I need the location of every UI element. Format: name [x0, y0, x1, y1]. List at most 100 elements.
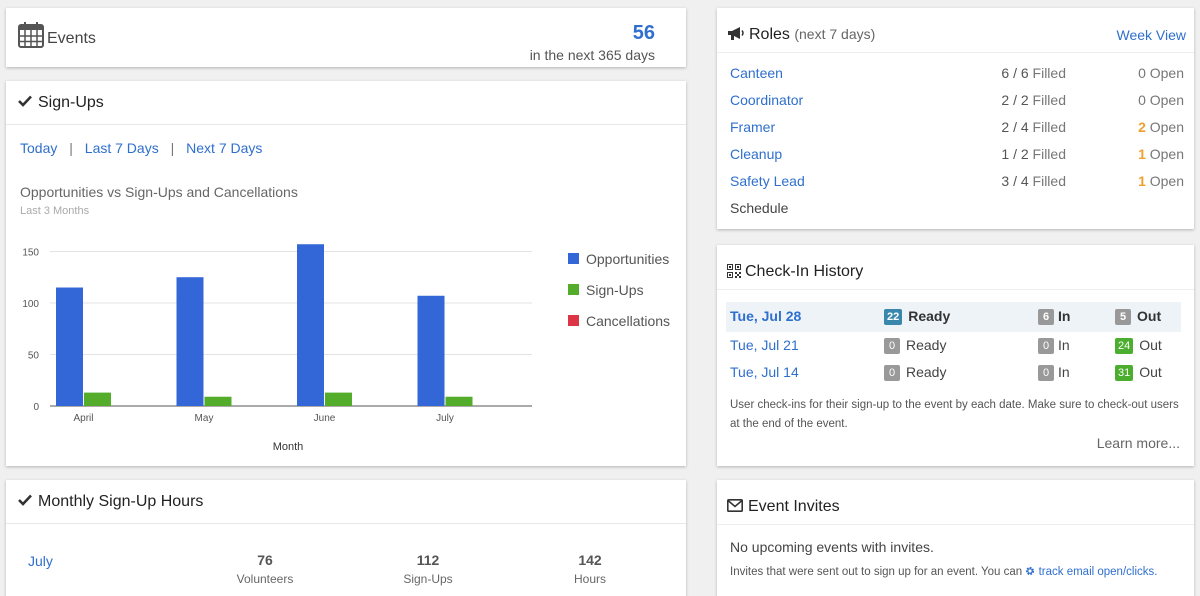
stat-value: 142: [578, 552, 602, 568]
out-count-badge: 5: [1115, 309, 1131, 325]
filter-last-7-days[interactable]: Last 7 Days: [84, 140, 159, 156]
x-tick-label: July: [436, 413, 454, 424]
stat-signups: 112 Sign-Ups: [383, 552, 473, 586]
role-row: Framer 2 / 4 Filled 2 Open: [730, 119, 1184, 146]
checkin-date-link[interactable]: Tue, Jul 14: [730, 364, 799, 380]
in-cell: 0 In: [1038, 364, 1070, 381]
role-name-link[interactable]: Cleanup: [730, 146, 783, 162]
role-name-link[interactable]: Framer: [730, 119, 776, 135]
checkin-date-link[interactable]: Tue, Jul 28: [730, 308, 802, 324]
role-open: 2 Open: [1138, 119, 1184, 135]
stat-value: 112: [416, 552, 440, 568]
legend-swatch: [568, 315, 579, 326]
bar-opportunities-may[interactable]: [176, 277, 204, 406]
filter-separator: |: [69, 140, 73, 156]
envelope-icon: [727, 499, 743, 517]
y-tick-label: 0: [33, 402, 39, 413]
calendar-icon: [17, 21, 45, 54]
ready-cell: 0 Ready: [884, 364, 946, 381]
role-name-link[interactable]: Canteen: [730, 65, 783, 81]
y-tick-label: 50: [28, 350, 40, 361]
monthly-month-link[interactable]: July: [28, 553, 53, 569]
invites-note: Invites that were sent out to sign up fo…: [730, 566, 1157, 579]
checkin-table: Tue, Jul 28 22 Ready 6 In 5 Out Tue, Jul 21…: [726, 302, 1181, 386]
out-count-badge: 31: [1115, 365, 1134, 381]
monthly-hours-card: Monthly Sign-Up Hours July 76 Volunteers…: [6, 480, 686, 596]
monthly-title: Monthly Sign-Up Hours: [38, 492, 204, 510]
x-tick-label: May: [195, 413, 214, 424]
y-tick-label: 100: [22, 299, 39, 310]
checkin-row: Tue, Jul 28 22 Ready 6 In 5 Out: [726, 302, 1181, 332]
signups-chart: 0 50 100 150 April May June July Month Opportun…: [22, 244, 670, 453]
in-cell: 0 In: [1038, 337, 1070, 354]
checkin-note: User check-ins for their sign-up to the …: [730, 399, 1179, 430]
x-tick-label: April: [73, 413, 93, 424]
schedule-label: Schedule: [730, 200, 789, 216]
bar-opportunities-july[interactable]: [417, 295, 445, 406]
signups-filters: Today | Last 7 Days | Next 7 Days: [20, 140, 262, 156]
chart-title: Opportunities vs Sign-Ups and Cancellati…: [20, 184, 298, 200]
role-filled: 6 / 6 Filled: [1001, 65, 1066, 81]
in-cell: 6 In: [1038, 308, 1070, 325]
role-open: 0 Open: [1138, 65, 1184, 81]
role-filled: 1 / 2 Filled: [1001, 146, 1066, 162]
stat-label: Sign-Ups: [403, 572, 453, 586]
role-row: Canteen 6 / 6 Filled 0 Open: [730, 65, 1184, 92]
invites-empty-text: No upcoming events with invites.: [730, 539, 934, 555]
bar-opportunities-june[interactable]: [297, 244, 324, 406]
checkmark-icon: [18, 493, 32, 511]
signups-title: Sign-Ups: [38, 93, 104, 111]
x-axis-title: Month: [273, 441, 304, 453]
legend-swatch: [568, 253, 579, 264]
in-count-badge: 0: [1038, 365, 1054, 381]
bar-sign-ups-may[interactable]: [204, 396, 232, 406]
in-count-badge: 6: [1038, 309, 1054, 325]
legend-label: Opportunities: [586, 251, 669, 267]
checkin-row: Tue, Jul 14 0 Ready 0 In 31 Out: [726, 359, 1181, 386]
signups-header: Sign-Ups: [6, 81, 686, 125]
filter-today[interactable]: Today: [20, 140, 58, 156]
checkin-date-link[interactable]: Tue, Jul 21: [730, 337, 799, 353]
checkin-row: Tue, Jul 21 0 Ready 0 In 24 Out: [726, 332, 1181, 359]
stat-label: Volunteers: [236, 572, 294, 586]
filter-next-7-days[interactable]: Next 7 Days: [186, 140, 263, 156]
checkin-title: Check-In History: [745, 263, 864, 280]
bar-sign-ups-april[interactable]: [84, 392, 111, 406]
out-cell: 5 Out: [1115, 308, 1161, 325]
role-name-link[interactable]: Safety Lead: [730, 173, 805, 189]
bar-sign-ups-june[interactable]: [325, 392, 352, 406]
events-title: Events: [47, 30, 96, 47]
checkin-divider: [717, 289, 1194, 290]
bar-opportunities-april[interactable]: [56, 287, 83, 406]
invites-card: Event Invites No upcoming events with in…: [717, 480, 1194, 596]
bar-sign-ups-july[interactable]: [445, 396, 473, 406]
ready-count-badge: 0: [884, 365, 900, 381]
invites-note-text: Invites that were sent out to sign up fo…: [730, 566, 1023, 578]
learn-more-link[interactable]: Learn more...: [1096, 435, 1180, 451]
stat-label: Hours: [573, 572, 606, 586]
invites-title: Event Invites: [748, 498, 840, 515]
roles-title: Roles (next 7 days): [749, 26, 875, 44]
signups-card: Sign-Ups Today | Last 7 Days | Next 7 Da…: [6, 81, 686, 466]
legend-label: Sign-Ups: [586, 282, 644, 298]
roles-card: Roles (next 7 days) Week View Canteen 6 …: [717, 8, 1194, 229]
role-open: 1 Open: [1138, 173, 1184, 189]
role-row: Cleanup 1 / 2 Filled 1 Open: [730, 146, 1184, 173]
role-filled: 2 / 4 Filled: [1001, 119, 1066, 135]
ready-count-badge: 22: [884, 309, 903, 325]
checkmark-icon: [18, 94, 32, 112]
in-count-badge: 0: [1038, 338, 1054, 354]
monthly-header: Monthly Sign-Up Hours: [6, 480, 686, 524]
out-cell: 31 Out: [1115, 364, 1162, 381]
chart-subtitle: Last 3 Months: [20, 205, 90, 217]
events-count[interactable]: 56: [632, 22, 655, 44]
legend-label: Cancellations: [586, 313, 670, 329]
y-tick-label: 150: [22, 247, 39, 258]
ready-cell: 22 Ready: [884, 308, 950, 325]
track-email-link[interactable]: track email open/clicks.: [1038, 566, 1158, 578]
ready-cell: 0 Ready: [884, 337, 946, 354]
role-filled: 3 / 4 Filled: [1001, 173, 1066, 189]
role-name-link[interactable]: Coordinator: [730, 92, 804, 108]
week-view-link[interactable]: Week View: [1116, 27, 1186, 43]
events-subtitle: in the next 365 days: [529, 47, 655, 63]
